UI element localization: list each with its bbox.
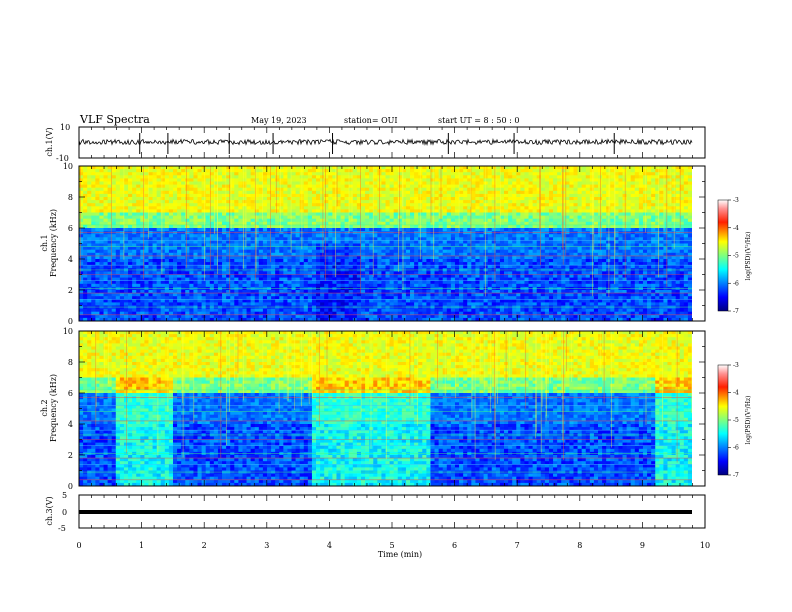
spectrogram-ytick-label: 8 xyxy=(68,358,73,367)
date-label: May 19, 2023 xyxy=(251,116,307,125)
spectrogram-ytick-label: 8 xyxy=(68,193,73,202)
station-label: station= OUI xyxy=(344,116,398,125)
ch2-spectrogram-ylabel-frequency: Frequency (kHz) xyxy=(49,374,58,442)
ch2-colorbar-label: log(PSD)(V²/Hz) xyxy=(745,396,752,445)
ch1-spectrogram-heatmap xyxy=(79,166,705,322)
figure-title: VLF Spectra xyxy=(79,113,150,126)
colorbar-tick-label: -7 xyxy=(733,472,739,479)
ch1-spectrogram-ylabel-channel: ch.1 xyxy=(40,234,49,251)
ch3-ytick-top: 5 xyxy=(62,491,67,500)
ch1-waveform-ylabel: ch.1(V) xyxy=(45,127,54,156)
spectrogram-ytick-label: 10 xyxy=(63,327,73,336)
time-axis-tick-label: 10 xyxy=(700,541,710,550)
ch3-waveform-panel: 5 0 -5 ch.3(V) xyxy=(45,491,706,533)
time-axis-tick-label: 1 xyxy=(139,541,144,550)
ch2-spectrogram-heatmap xyxy=(79,331,705,487)
spectrogram-ytick-label: 4 xyxy=(68,255,73,264)
spectrogram-ytick-label: 4 xyxy=(68,420,73,429)
colorbar-tick-label: -7 xyxy=(733,308,739,315)
time-axis-tick-label: 5 xyxy=(389,541,394,550)
colorbar-tick-label: -3 xyxy=(733,362,739,369)
spectrogram-ytick-label: 10 xyxy=(63,162,73,171)
time-axis-label: Time (min) xyxy=(378,550,422,559)
spectrogram-ytick-label: 0 xyxy=(68,317,73,326)
colorbar-tick-label: -4 xyxy=(733,390,739,397)
spectrogram-ytick-label: 6 xyxy=(68,224,73,233)
colorbar-tick-label: -6 xyxy=(733,445,739,452)
colorbar-tick-label: -3 xyxy=(733,197,739,204)
colorbar-tick-label: -5 xyxy=(733,417,739,424)
time-axis-tick-label: 3 xyxy=(264,541,269,550)
ch3-ytick-bottom: -5 xyxy=(58,524,66,533)
ch1-colorbar xyxy=(717,199,729,312)
spectrogram-ytick-label: 6 xyxy=(68,389,73,398)
ch1-spectrogram-ylabel-frequency: Frequency (kHz) xyxy=(49,209,58,277)
ch1-ytick-top: 10 xyxy=(60,123,70,132)
ch3-waveform-ylabel: ch.3(V) xyxy=(45,496,54,525)
ch2-spectrogram-ylabel-channel: ch.2 xyxy=(40,399,49,416)
colorbar-tick-label: -6 xyxy=(733,280,739,287)
time-axis-ticklabels: 0 1 2 3 4 5 6 7 8 9 10 xyxy=(76,541,710,550)
time-axis-tick-label: 9 xyxy=(640,541,645,550)
ch1-waveform-line xyxy=(78,133,693,154)
ch1-ytick-bottom: -10 xyxy=(56,154,69,163)
time-axis-tick-label: 2 xyxy=(202,541,207,550)
time-axis-tick-label: 0 xyxy=(76,541,81,550)
colorbar-tick-label: -4 xyxy=(733,225,739,232)
spectrogram-ytick-label: 2 xyxy=(68,286,73,295)
ch1-colorbar-label: log(PSD)(V²/Hz) xyxy=(745,232,752,281)
ch2-colorbar xyxy=(717,364,729,476)
spectrogram-ytick-label: 0 xyxy=(68,482,73,491)
time-axis-tick-label: 8 xyxy=(577,541,582,550)
ch3-ytick-mid: 0 xyxy=(62,508,67,517)
spectrogram-ytick-label: 2 xyxy=(68,451,73,460)
start-time-label: start UT = 8 : 50 : 0 xyxy=(438,116,519,125)
ch1-waveform-panel: 10 -10 ch.1(V) xyxy=(45,123,706,163)
time-axis-tick-label: 6 xyxy=(452,541,457,550)
time-axis-tick-label: 4 xyxy=(327,541,332,550)
time-axis-tick-label: 7 xyxy=(515,541,520,550)
colorbar-tick-label: -5 xyxy=(733,253,739,260)
